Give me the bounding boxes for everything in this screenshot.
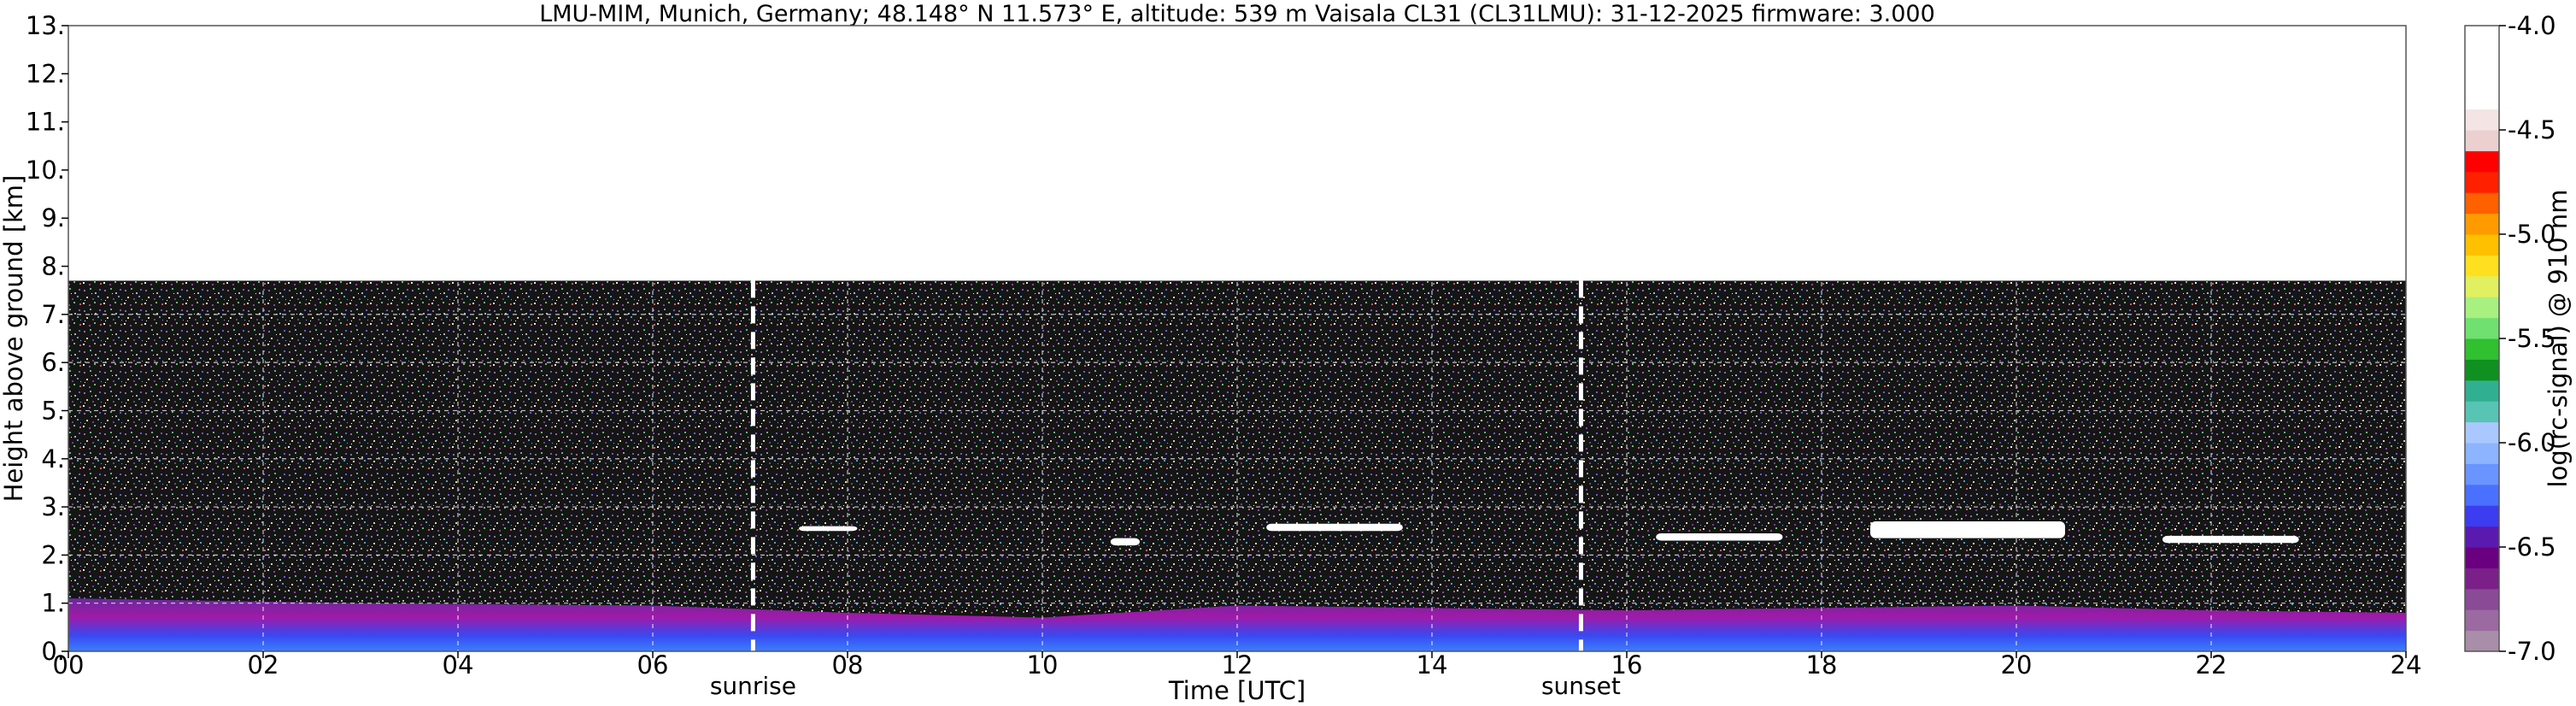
y-tick-label: 11. (26, 108, 65, 137)
y-axis-label: Height above ground [km] (0, 175, 28, 503)
x-axis-label: Time [UTC] (1168, 676, 1306, 705)
sun-marker-labels: sunrise sunset (710, 672, 1621, 700)
x-tick-label: 14 (1417, 650, 1448, 680)
colorbar-tick-label: -6.0 (2508, 428, 2556, 457)
y-axis: 0. 1. 2. 3. 4. 5. 6. 7. 8. 9. 10. 11. 12. 13. (26, 11, 68, 666)
colorbar-segment (2465, 588, 2499, 610)
colorbar-tick-label: -4.5 (2508, 115, 2556, 144)
colorbar-tick-label: -4.0 (2508, 11, 2556, 40)
cloud (2162, 535, 2299, 544)
colorbar-tick-label: -7.0 (2508, 637, 2556, 666)
colorbar-segment (2465, 26, 2499, 47)
colorbar-label: log(rc-signal) @ 910 nm (2544, 190, 2573, 488)
colorbar-segment (2465, 150, 2499, 173)
colorbar-segment (2465, 443, 2499, 464)
colorbar-segment (2465, 109, 2499, 131)
y-tick-label: 3. (41, 492, 65, 521)
y-tick-label: 5. (41, 396, 65, 425)
y-tick-label: 12. (26, 59, 65, 88)
colorbar-segment (2465, 609, 2499, 632)
colorbar-segment (2465, 275, 2499, 297)
colorbar-segment (2465, 67, 2499, 89)
y-tick-label: 13. (26, 11, 65, 40)
colorbar-segment (2465, 46, 2499, 68)
y-tick-label: 7. (41, 300, 65, 329)
colorbar-segment (2465, 421, 2499, 444)
colorbar-segment (2465, 171, 2499, 193)
colorbar-tick-label: -6.5 (2508, 532, 2556, 562)
colorbar-segment (2465, 130, 2499, 151)
y-tick-label: 9. (41, 203, 65, 232)
y-tick-label: 6. (41, 348, 65, 377)
colorbar-segment (2465, 192, 2499, 215)
cloud (1656, 533, 1783, 541)
colorbar-segment (2465, 505, 2499, 527)
grid-lines (68, 26, 2406, 651)
x-tick-label: 22 (2196, 650, 2227, 680)
x-axis: 00 02 04 06 08 10 12 14 16 18 20 22 24 (53, 650, 2422, 680)
colorbar-segment (2465, 484, 2499, 506)
colorbar-segment (2465, 401, 2499, 423)
y-tick-label: 10. (26, 156, 65, 185)
sunset-label: sunset (1541, 672, 1621, 700)
colorbar-tick-label: -5.5 (2508, 324, 2556, 353)
colorbar-ticks: -4.0 -4.5 -5.0 -5.5 -6.0 -6.5 -7.0 (2499, 11, 2556, 666)
x-tick-label: 00 (53, 650, 85, 680)
colorbar-segment (2465, 88, 2499, 110)
x-tick-label: 24 (2391, 650, 2422, 680)
cloud (1110, 538, 1140, 546)
colorbar-tick-label: -5.0 (2508, 220, 2556, 249)
x-tick-label: 12 (1222, 650, 1253, 680)
cloud (1266, 523, 1403, 532)
colorbar-segment (2465, 297, 2499, 319)
y-tick-label: 0. (41, 637, 65, 666)
x-tick-label: 10 (1027, 650, 1059, 680)
colorbar-segment (2465, 359, 2499, 381)
x-tick-label: 04 (443, 650, 474, 680)
cloud (1870, 521, 2065, 538)
x-tick-label: 02 (248, 650, 279, 680)
cloud-layers (799, 521, 2299, 546)
x-tick-label: 18 (1806, 650, 1838, 680)
y-tick-label: 8. (41, 252, 65, 281)
y-tick-label: 4. (41, 444, 65, 474)
sun-markers (750, 280, 1583, 651)
chart-title: LMU-MIM, Munich, Germany; 48.148° N 11.5… (539, 1, 1935, 27)
colorbar-segment (2465, 463, 2499, 485)
colorbar-segment (2465, 568, 2499, 590)
colorbar-segment (2465, 630, 2499, 652)
y-tick-label: 2. (41, 540, 65, 569)
x-tick-label: 16 (1611, 650, 1643, 680)
x-tick-label: 20 (2001, 650, 2033, 680)
colorbar-segment (2465, 255, 2499, 277)
x-tick-label: 08 (832, 650, 864, 680)
sunrise-label: sunrise (710, 672, 796, 700)
y-tick-label: 1. (41, 589, 65, 618)
colorbar-segment (2465, 213, 2499, 235)
colorbar-segment (2465, 338, 2499, 360)
colorbar-segment (2465, 379, 2499, 402)
cloud (799, 526, 858, 532)
colorbar-segment (2465, 526, 2499, 548)
colorbar-segment (2465, 234, 2499, 256)
colorbar-segment (2465, 547, 2499, 568)
colorbar (2465, 26, 2499, 652)
x-tick-label: 06 (637, 650, 669, 680)
colorbar-segment (2465, 317, 2499, 339)
